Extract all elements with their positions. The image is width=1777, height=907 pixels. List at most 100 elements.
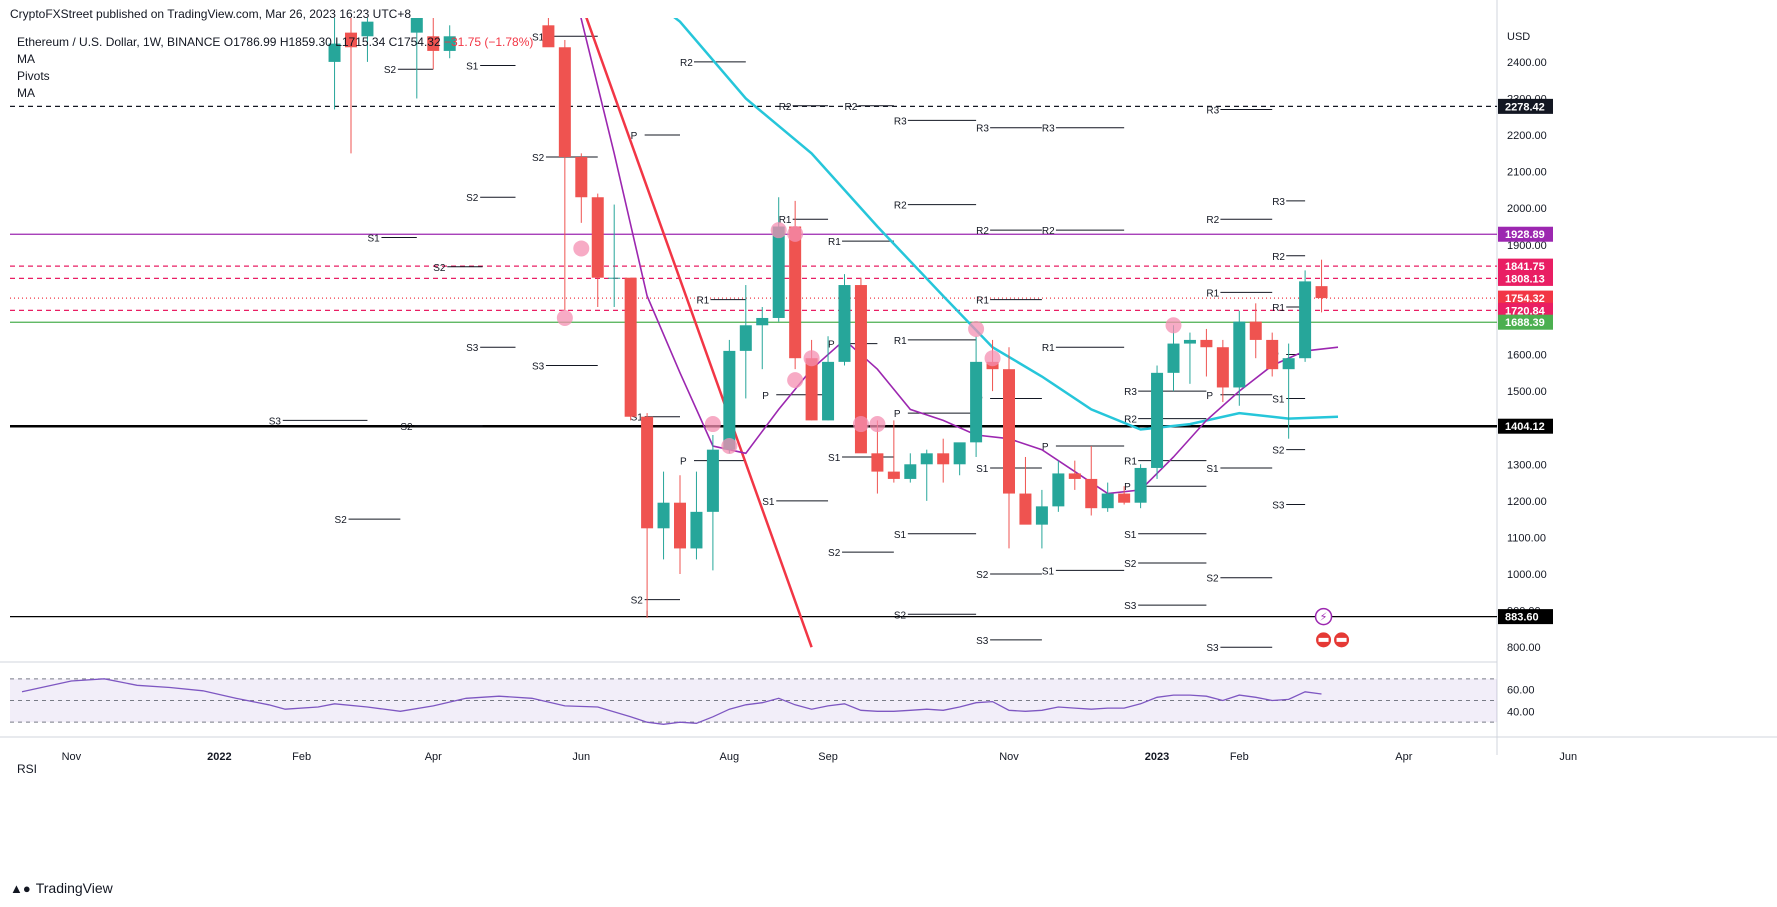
ma-purple-line	[580, 18, 1339, 495]
legend-indicator-ma-2[interactable]: MA	[17, 86, 35, 100]
candle-body	[1019, 493, 1032, 525]
level-price-label-bg	[1498, 258, 1553, 274]
pivot-label: R3	[894, 116, 907, 127]
time-tick-label: Apr	[1395, 751, 1412, 763]
pivot-label: R2	[845, 102, 858, 113]
candle-body	[920, 453, 933, 465]
pivot-label: S3	[1206, 643, 1219, 654]
pivot-label: P	[680, 457, 687, 468]
time-tick-label: Feb	[1230, 751, 1249, 763]
candle-body	[1035, 506, 1048, 525]
candle-body	[1299, 281, 1312, 359]
pivot-label: S1	[1042, 566, 1055, 577]
level-price-label-bg	[1498, 226, 1553, 242]
candle-body	[723, 350, 736, 450]
touch-marker	[721, 438, 738, 454]
level-price-label-bg	[1498, 314, 1553, 330]
candle-body	[657, 502, 670, 529]
pivot-label: S1	[1206, 464, 1219, 475]
candle-body	[427, 36, 440, 51]
time-axis[interactable]: Nov 2022 Feb Apr Jun Aug Sep Nov 2023 Feb Apr Jun	[62, 751, 1578, 763]
level-price-label: 1928.89	[1505, 229, 1545, 241]
pivot-label: R2	[1124, 415, 1137, 426]
pivot-label: S3	[1272, 501, 1285, 512]
pivot-label: S2	[828, 548, 841, 559]
pivot-label: R2	[976, 226, 989, 237]
pivot-label: R2	[894, 201, 907, 212]
time-tick-label: Nov	[999, 751, 1019, 763]
rsi-title[interactable]: RSI	[17, 762, 38, 776]
legend-close: C1754.32	[388, 35, 441, 49]
candle-body	[822, 361, 835, 421]
pivot-label: S3	[532, 362, 545, 373]
legend-indicator-pivots[interactable]: Pivots	[17, 69, 50, 83]
price-axis-currency: USD	[1507, 31, 1530, 43]
candle-body	[706, 449, 719, 512]
pivot-label: P	[894, 409, 901, 420]
candle-body	[575, 157, 588, 198]
pivot-label: S3	[269, 416, 282, 427]
ma-teal-line	[673, 18, 1339, 431]
time-tick-label: Aug	[720, 751, 740, 763]
pivot-label: R1	[779, 215, 792, 226]
pivot-label: R1	[828, 237, 841, 248]
level-price-label: 1808.13	[1505, 273, 1545, 285]
price-tick-label: 1100.00	[1507, 532, 1546, 544]
candle-body	[953, 442, 966, 465]
candle-body	[838, 285, 851, 362]
pivot-label: R2	[1042, 226, 1055, 237]
touch-marker	[787, 225, 804, 242]
tradingview-logo[interactable]: ▲● TradingView	[10, 880, 113, 896]
price-tick-label: 2200.00	[1507, 130, 1547, 142]
touch-marker	[984, 350, 1001, 367]
touch-marker	[968, 320, 985, 337]
candle-body	[1151, 372, 1164, 468]
time-tick-label: Sep	[818, 751, 838, 763]
rsi-pane: 40.00 60.00	[10, 678, 1535, 725]
legend-indicator-ma-1[interactable]: MA	[17, 52, 35, 66]
pivot-label: P	[828, 340, 835, 351]
legend-symbol[interactable]: Ethereum / U.S. Dollar, 1W, BINANCE	[17, 35, 221, 49]
candle-body	[1085, 478, 1098, 509]
candle-body	[1249, 321, 1262, 340]
time-tick-label: 2023	[1145, 751, 1169, 763]
pivot-label: R2	[1272, 252, 1285, 263]
rsi-band	[10, 678, 1497, 723]
publish-header: CryptoFXStreet published on TradingView.…	[10, 7, 411, 21]
pivot-label: P	[1124, 482, 1131, 493]
trendline	[585, 18, 813, 648]
candle-body	[789, 226, 802, 359]
candle-body	[970, 361, 983, 443]
pivot-label: R3	[1042, 124, 1055, 135]
candle-body	[1118, 493, 1131, 503]
price-tick-label: 1000.00	[1507, 569, 1547, 581]
price-tick-label: 2400.00	[1507, 57, 1547, 69]
rsi-line	[21, 678, 1322, 725]
pivot-label: S1	[631, 413, 644, 424]
candle-body	[904, 464, 917, 479]
pivot-label: S2	[400, 422, 413, 433]
pivot-label: R2	[680, 58, 693, 69]
pivot-label: R2	[779, 102, 792, 113]
level-price-label-bg	[1498, 270, 1553, 286]
time-tick-label: Nov	[62, 751, 82, 763]
legend-low: L1715.34	[335, 35, 386, 49]
pivot-label: S2	[976, 570, 989, 581]
trendline-group	[585, 18, 813, 648]
legend-open: O1786.99	[223, 35, 277, 49]
candle-body	[1183, 339, 1196, 344]
pivot-label: S1	[466, 62, 479, 73]
candle-body	[1068, 473, 1081, 479]
level-price-label-bg	[1498, 609, 1553, 625]
price-axis[interactable]: USD800.00900.001000.001100.001200.001300…	[1498, 31, 1553, 654]
candle-body	[1052, 473, 1065, 507]
pivot-label: P	[762, 391, 769, 402]
level-price-label: 1841.75	[1505, 261, 1545, 273]
touch-marker	[1165, 317, 1182, 334]
price-tick-label: 2100.00	[1507, 167, 1547, 179]
level-price-label: 1404.12	[1505, 421, 1545, 433]
legend-symbol-row: Ethereum / U.S. Dollar, 1W, BINANCE O178…	[17, 34, 533, 51]
level-price-label-bg	[1498, 302, 1553, 318]
candle-body	[1134, 467, 1147, 503]
